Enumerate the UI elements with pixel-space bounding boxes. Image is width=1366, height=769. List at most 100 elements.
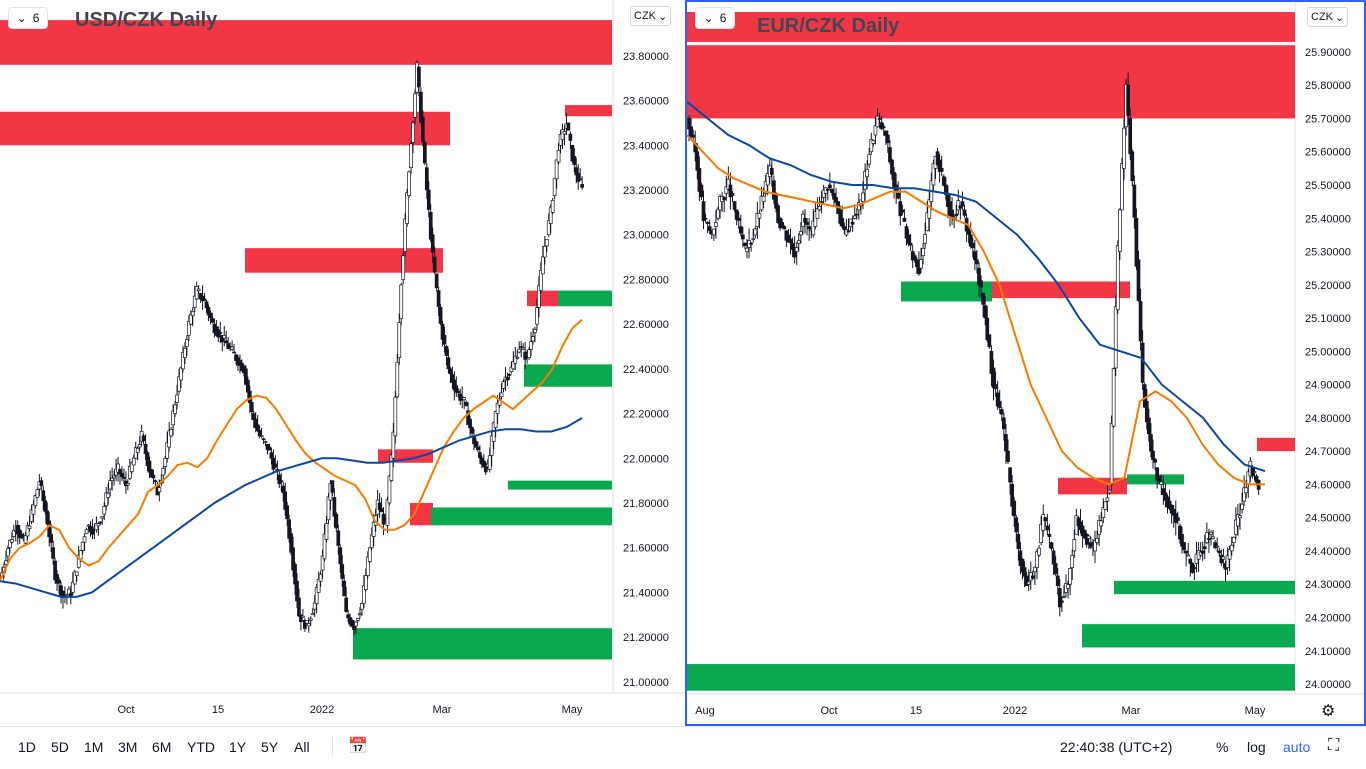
candle-body — [749, 242, 753, 245]
candle-body — [714, 222, 718, 227]
date-range-icon[interactable]: 📅 — [348, 738, 368, 755]
ma-slow-line — [687, 101, 1266, 473]
candle-body — [422, 142, 427, 164]
candle-body — [898, 201, 903, 217]
candle-body — [941, 176, 946, 186]
candle-body — [811, 220, 816, 236]
candle-body — [699, 184, 704, 198]
usdczk-chart-svg[interactable]: 21.00000 21.20000 21.40000 21.60000 21.80000… — [0, 0, 684, 726]
timeframe-1m[interactable]: 1M — [84, 739, 104, 755]
candle-body — [1157, 475, 1162, 482]
candle-body — [850, 222, 855, 225]
timeframe-5d[interactable]: 5D — [51, 739, 69, 755]
candle-body — [815, 208, 820, 219]
chevron-down-icon: ⌄ — [703, 11, 714, 25]
candle-body — [232, 351, 236, 354]
timeframe-6m[interactable]: 6M — [152, 739, 172, 755]
candle-body — [391, 431, 396, 459]
time-tick-label: Aug — [695, 705, 715, 717]
candle-body — [269, 452, 274, 459]
currency-button[interactable]: CZK ⌄ — [630, 6, 672, 26]
candle-body — [743, 242, 747, 246]
candle-body — [944, 184, 948, 195]
candle-body — [828, 184, 832, 189]
candle-body — [540, 256, 545, 275]
candle-body — [770, 167, 774, 175]
price-tick-label: 21.20000 — [623, 632, 669, 644]
candle-body — [381, 513, 386, 525]
candle-body — [568, 133, 573, 141]
candle-body — [1018, 550, 1023, 566]
resistance-zone — [0, 111, 450, 146]
currency-button[interactable]: CZK ⌄ — [1307, 7, 1349, 27]
price-tick-label: 24.90000 — [1305, 380, 1351, 392]
candle-body — [751, 238, 756, 240]
candle-body — [892, 172, 896, 188]
candle-body — [1182, 542, 1186, 551]
candle-body — [428, 212, 433, 240]
candle-body — [732, 201, 737, 210]
interval-button[interactable]: ⌄ 6 — [695, 7, 735, 29]
price-tick-label: 25.10000 — [1305, 313, 1351, 325]
candle-body — [852, 215, 857, 219]
resistance-zone — [1257, 437, 1295, 452]
candle-body — [1240, 503, 1244, 510]
candle-body — [1055, 575, 1060, 586]
candle-body — [35, 489, 40, 498]
candle-body — [1026, 581, 1031, 585]
timeframe-3m[interactable]: 3M — [118, 739, 138, 755]
candle-body — [322, 533, 327, 560]
eurczk-chart-svg[interactable]: 24.00000 24.10000 24.20000 24.30000 24.40000… — [687, 2, 1364, 724]
candle-body — [765, 173, 770, 186]
price-tick-label: 24.50000 — [1305, 513, 1351, 525]
candle-body — [31, 504, 36, 515]
candle-body — [1142, 384, 1147, 408]
timeframe-1y[interactable]: 1Y — [229, 739, 247, 755]
candle-body — [1045, 525, 1050, 531]
support-zone — [1114, 580, 1295, 595]
support-zone — [1082, 624, 1295, 648]
log-toggle[interactable]: log — [1247, 739, 1266, 755]
interval-button[interactable]: ⌄ 6 — [8, 7, 48, 29]
candle-body — [291, 547, 295, 571]
candle-body — [817, 205, 822, 211]
candle-body — [1004, 434, 1008, 452]
candle-body — [222, 335, 227, 339]
candle-body — [1213, 542, 1217, 549]
auto-toggle[interactable]: auto — [1283, 739, 1311, 755]
candle-body — [919, 259, 923, 269]
candle-body — [261, 438, 266, 441]
candle-body — [444, 346, 449, 356]
candle-body — [122, 476, 126, 479]
price-tick-label: 22.60000 — [623, 319, 669, 331]
percent-toggle[interactable]: % — [1216, 739, 1229, 755]
timeframe-5y[interactable]: 5Y — [261, 739, 279, 755]
candle-body — [523, 351, 527, 360]
chevron-down-icon: ⌄ — [1335, 11, 1345, 24]
candle-body — [906, 234, 911, 244]
candle-body — [755, 213, 760, 227]
candle-body — [935, 151, 940, 165]
candle-body — [834, 197, 838, 203]
time-tick-label: 15 — [212, 704, 224, 716]
candle-body — [1149, 434, 1153, 452]
candle-body — [301, 615, 305, 618]
candle-body — [1024, 575, 1029, 586]
timeframe-ytd[interactable]: YTD — [187, 739, 215, 755]
usdczk-chart-pane[interactable]: 21.00000 21.20000 21.40000 21.60000 21.80000… — [0, 0, 684, 726]
price-tick-label: 23.80000 — [623, 51, 669, 63]
fullscreen-icon[interactable]: ⛶ — [1328, 737, 1340, 754]
chevron-down-icon: ⌄ — [658, 10, 668, 23]
timeframe-1d[interactable]: 1D — [18, 739, 36, 755]
timeframe-all[interactable]: All — [294, 739, 310, 755]
candle-body — [57, 579, 61, 584]
candle-body — [399, 284, 404, 319]
candle-body — [363, 575, 368, 590]
candle-body — [1099, 520, 1104, 527]
eurczk-chart-pane[interactable]: 24.00000 24.10000 24.20000 24.30000 24.40000… — [685, 0, 1366, 726]
candle-body — [1022, 567, 1027, 577]
resistance-zone — [687, 45, 1295, 119]
settings-gear-icon[interactable]: ⚙ — [1321, 703, 1336, 720]
candle-body — [805, 222, 809, 225]
candle-body — [1097, 520, 1101, 535]
